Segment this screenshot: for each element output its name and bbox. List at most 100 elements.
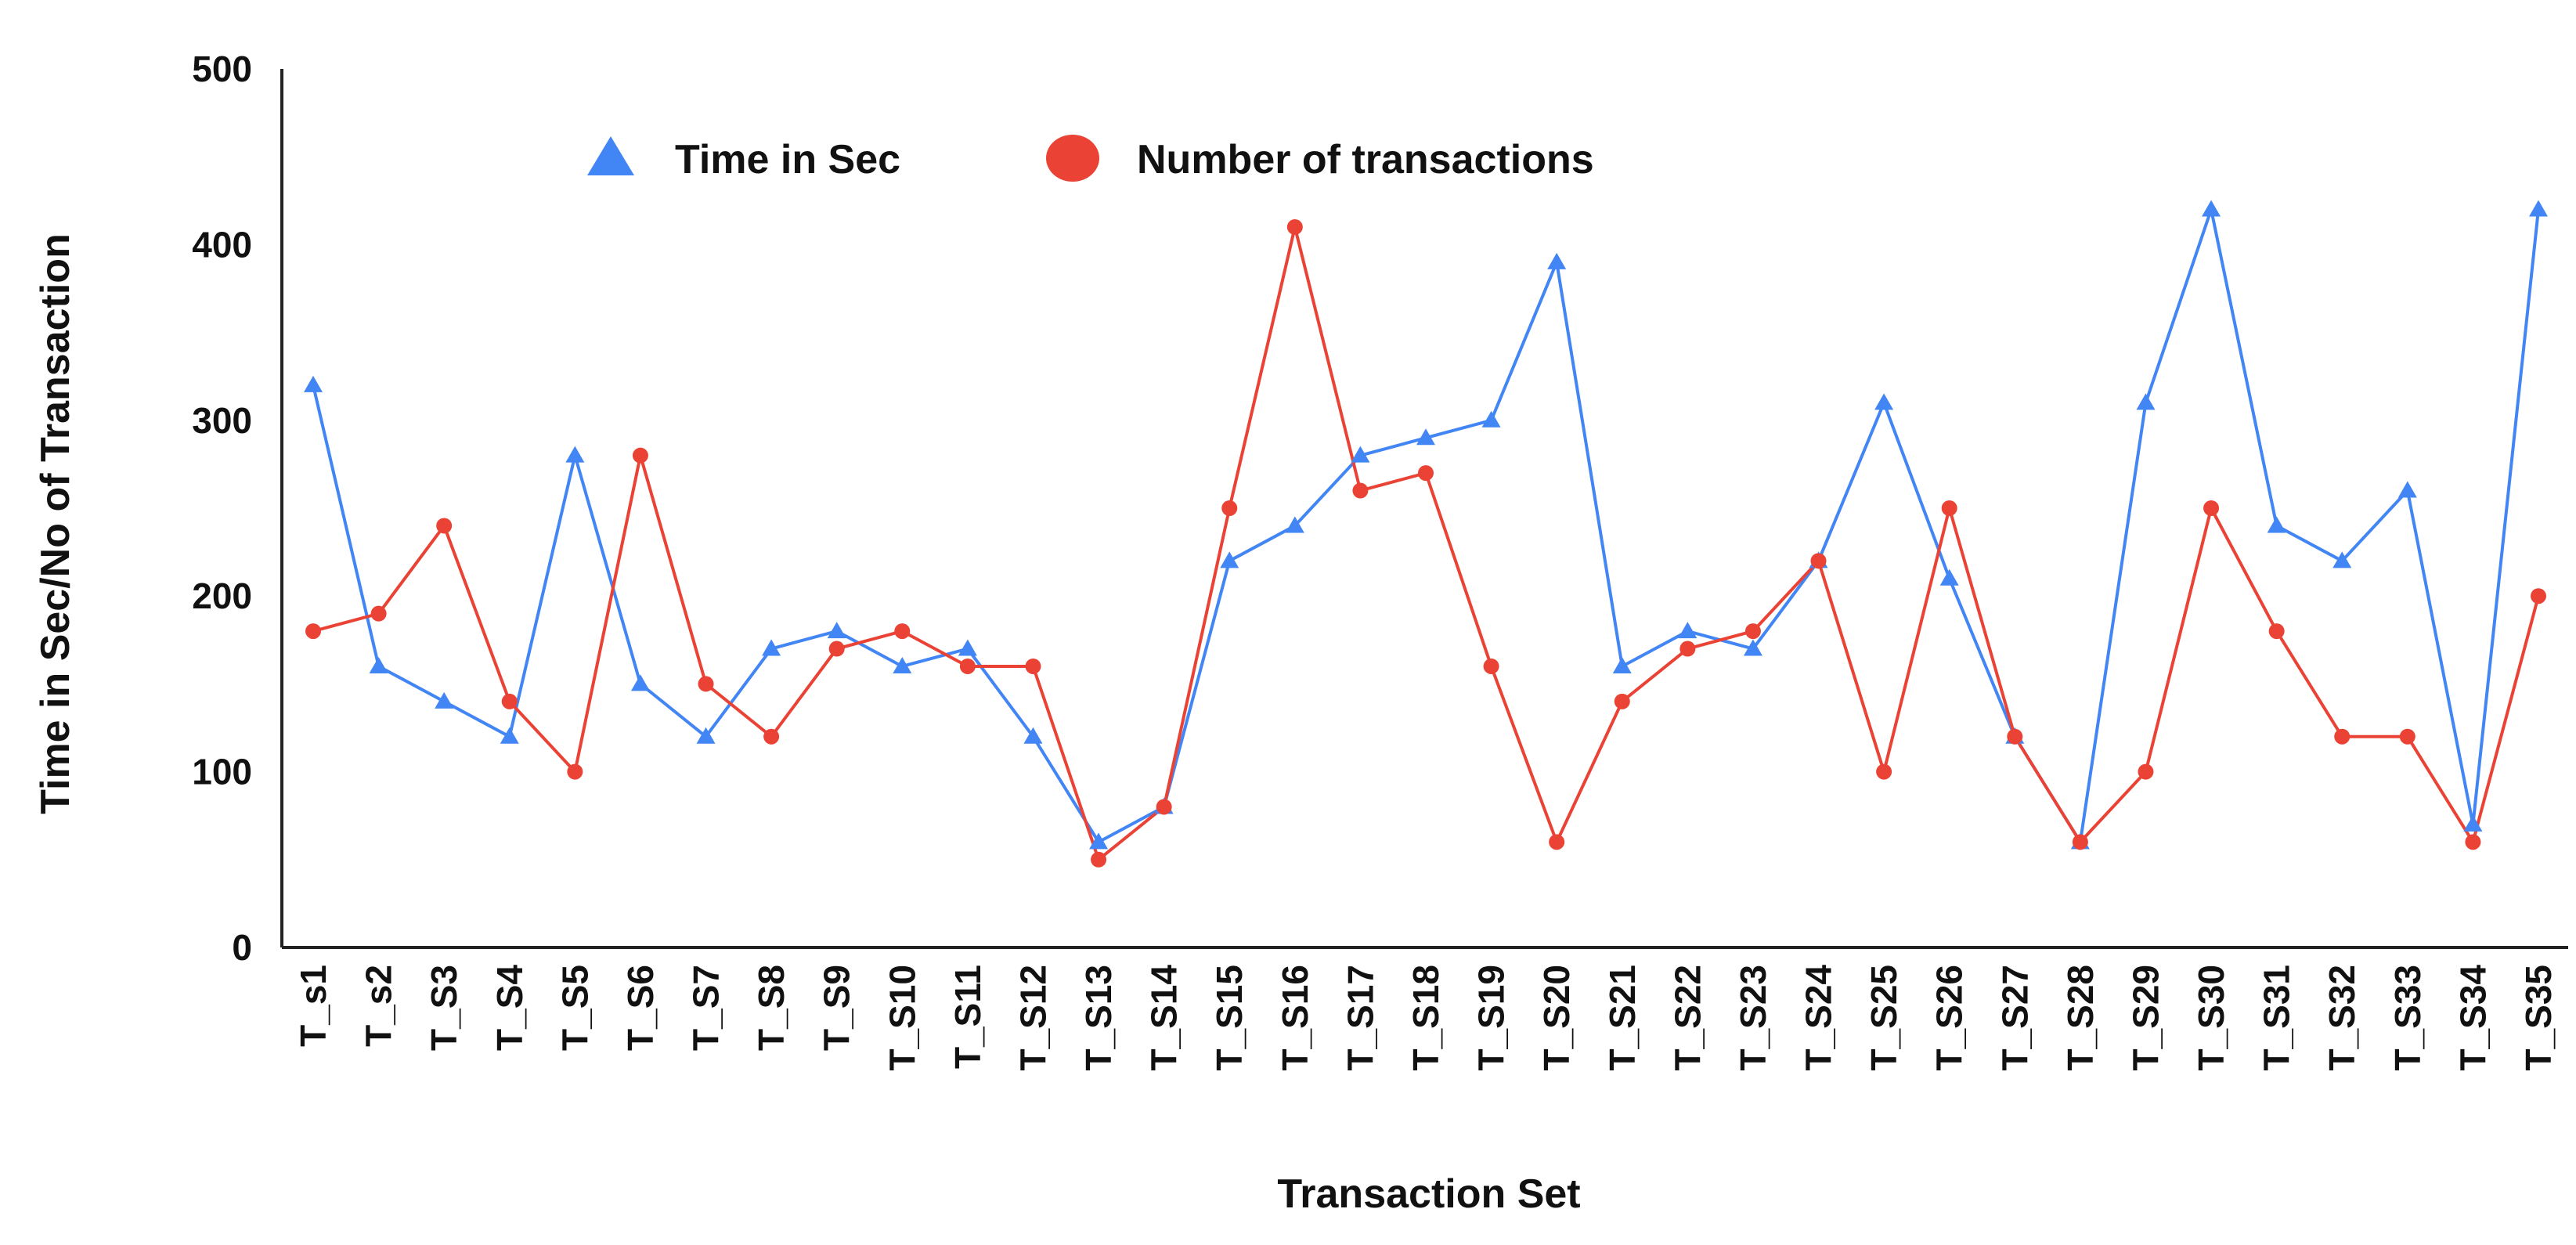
data-point (1221, 500, 1238, 516)
data-point (632, 447, 648, 464)
data-point (698, 676, 714, 692)
x-tick-label: T_S28 (2060, 965, 2101, 1071)
x-tick-label: T_S10 (882, 965, 922, 1071)
x-tick-label: T_S3 (424, 965, 464, 1051)
data-point (2203, 500, 2220, 516)
data-point (1352, 482, 1369, 499)
x-tick-label: T_S23 (1733, 965, 1773, 1071)
series-line-1 (312, 225, 2540, 861)
x-tick-label: T_s1 (293, 965, 334, 1047)
x-tick-label: T_S30 (2191, 965, 2231, 1071)
data-point (1285, 516, 1304, 533)
x-tick-label: T_S35 (2518, 965, 2559, 1071)
data-point (894, 623, 911, 640)
legend: Time in Sec Number of transactions (587, 135, 1594, 182)
y-tick-label: 500 (192, 49, 252, 89)
data-point (565, 446, 585, 463)
data-point (958, 639, 977, 656)
y-tick-label: 400 (192, 224, 252, 265)
legend-swatch-circle (1046, 135, 1099, 182)
y-tick-label: 0 (232, 927, 252, 968)
x-tick-label: T_S6 (620, 965, 661, 1051)
data-point (2072, 834, 2088, 850)
series-lines (312, 208, 2540, 861)
data-point (1025, 658, 1041, 674)
data-point (304, 375, 323, 392)
data-point (567, 763, 583, 780)
data-point (1874, 393, 1894, 410)
data-point (305, 623, 321, 640)
data-point (2465, 834, 2481, 850)
data-point (1286, 218, 1303, 235)
data-point (630, 674, 650, 691)
series-line-0 (312, 208, 2540, 844)
y-tick-label: 200 (192, 576, 252, 616)
data-point (1416, 428, 1435, 446)
y-tick-labels: 0 100 200 300 400 500 (192, 49, 252, 968)
legend-label: Time in Sec (675, 137, 900, 182)
data-point (370, 605, 387, 622)
x-tick-label: T_S33 (2387, 965, 2428, 1071)
x-tick-label: T_s2 (359, 965, 399, 1047)
data-point (1679, 641, 1696, 657)
data-point (763, 728, 780, 745)
data-point (2463, 814, 2483, 832)
x-tick-label: T_S14 (1144, 965, 1185, 1071)
x-tick-label: T_S16 (1275, 965, 1315, 1071)
x-tick-label: T_S13 (1078, 965, 1119, 1071)
data-point (1678, 622, 1697, 639)
x-tick-label: T_S4 (489, 965, 530, 1051)
x-axis-title: Transaction Set (1277, 1171, 1580, 1217)
x-tick-label: T_S11 (947, 965, 988, 1069)
data-point (2136, 393, 2156, 410)
y-tick-label: 300 (192, 400, 252, 441)
data-point (1481, 410, 1501, 428)
data-point (1089, 832, 1109, 850)
data-point (500, 727, 519, 744)
x-tick-label: T_S22 (1667, 965, 1708, 1071)
data-point (1744, 623, 1761, 640)
legend-swatch-triangle (587, 136, 634, 175)
data-point (893, 656, 912, 673)
x-tick-label: T_S29 (2125, 965, 2166, 1071)
series-markers (304, 200, 2548, 868)
data-point (2202, 200, 2221, 217)
data-point (1939, 568, 1959, 586)
x-tick-labels: T_s1 T_s2 T_S3 T_S4 T_S5 T_S6 T_S7 T_S8 T_S9 T_S1… (293, 965, 2559, 1071)
data-point (2267, 516, 2286, 533)
data-point (1091, 851, 1107, 868)
x-tick-label: T_S31 (2257, 965, 2297, 1071)
x-tick-label: T_S25 (1863, 965, 1904, 1071)
data-point (2138, 763, 2154, 780)
x-tick-label: T_S32 (2322, 965, 2362, 1071)
x-tick-label: T_S20 (1536, 965, 1577, 1071)
data-point (1023, 727, 1043, 744)
x-tick-label: T_S9 (817, 965, 857, 1051)
x-tick-label: T_S24 (1799, 965, 1839, 1071)
data-point (436, 518, 453, 534)
data-point (1876, 763, 1892, 780)
data-point (2531, 588, 2546, 604)
y-axis-title: Time in Sec/No of Transaction (33, 233, 78, 814)
data-point (1941, 500, 1957, 516)
x-tick-label: T_S34 (2452, 965, 2493, 1071)
data-point (827, 622, 846, 639)
data-point (828, 641, 845, 657)
x-tick-label: T_S12 (1012, 965, 1053, 1071)
data-point (1549, 834, 1565, 850)
data-point (2399, 728, 2415, 745)
x-tick-label: T_S19 (1471, 965, 1512, 1071)
data-point (2529, 200, 2548, 217)
data-point (1547, 252, 1567, 269)
data-point (2007, 728, 2023, 745)
data-point (1351, 446, 1370, 463)
x-tick-label: T_S5 (554, 965, 595, 1051)
data-point (1614, 693, 1630, 709)
x-tick-label: T_S15 (1209, 965, 1250, 1071)
x-tick-label: T_S8 (751, 965, 792, 1051)
legend-label: Number of transactions (1137, 137, 1594, 182)
data-point (2397, 481, 2417, 498)
x-tick-label: T_S18 (1405, 965, 1446, 1071)
data-point (1612, 656, 1632, 673)
